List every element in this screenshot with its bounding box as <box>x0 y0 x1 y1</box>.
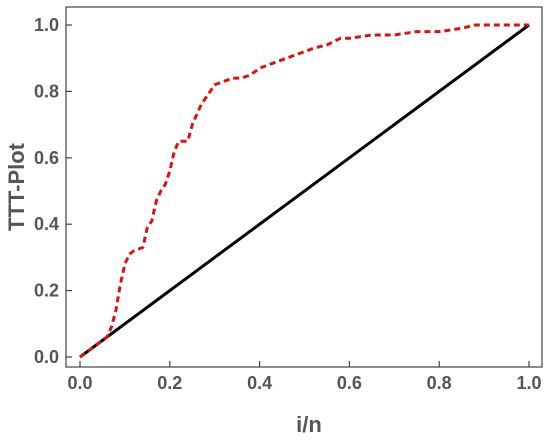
series-group <box>79 23 530 359</box>
x-tick-label: 0.8 <box>427 373 452 393</box>
y-tick-label: 0.4 <box>34 214 59 234</box>
y-tick-label: 0.8 <box>34 81 59 101</box>
ttt-curve-line <box>79 23 529 359</box>
y-axis-title: TTT-Plot <box>4 142 29 231</box>
x-axis-ticks: 0.0 0.2 0.4 0.6 0.8 1.0 <box>67 361 542 393</box>
y-tick-label: 0.0 <box>34 347 59 367</box>
plot-frame <box>65 6 543 368</box>
x-tick-label: 0.0 <box>67 373 92 393</box>
x-tick-label: 0.2 <box>157 373 182 393</box>
x-axis-title: i/n <box>296 412 322 437</box>
y-axis-ticks: 0.0 0.2 0.4 0.6 0.8 1.0 <box>34 15 72 367</box>
reference-diagonal-line <box>79 23 530 359</box>
x-tick-label: 0.4 <box>247 373 272 393</box>
y-tick-label: 1.0 <box>34 15 59 35</box>
x-tick-label: 1.0 <box>516 373 541 393</box>
y-tick-label: 0.2 <box>34 281 59 301</box>
y-tick-label: 0.6 <box>34 148 59 168</box>
x-tick-label: 0.6 <box>337 373 362 393</box>
